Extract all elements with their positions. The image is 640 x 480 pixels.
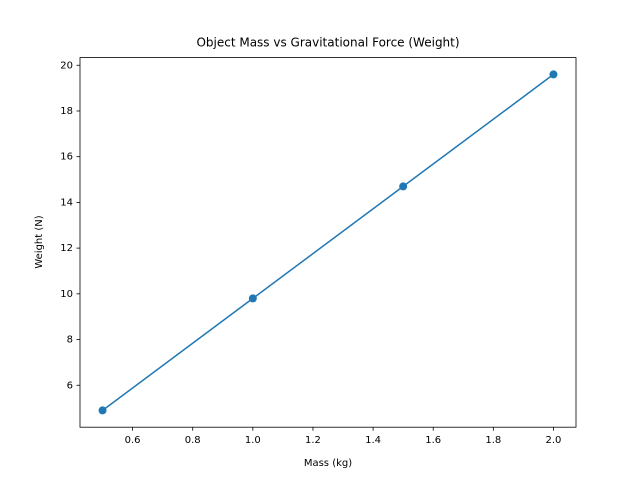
y-tick-label: 12 [60,243,73,254]
y-tick-label: 14 [60,197,73,208]
y-axis-label: Weight (N) [34,215,45,268]
x-tick-label: 1.0 [245,435,261,446]
x-tick-label: 1.2 [305,435,321,446]
y-tick-label: 10 [60,289,73,300]
plot-frame [79,57,577,428]
x-tick-label: 1.8 [485,435,501,446]
x-tick-label: 0.6 [125,435,141,446]
marker [248,294,257,303]
chart-title: Object Mass vs Gravitational Force (Weig… [196,36,459,50]
x-tick-label: 1.6 [425,435,441,446]
y-tick-label: 16 [60,152,73,163]
marker [98,406,107,415]
x-tick-label: 2.0 [546,435,562,446]
marker [549,70,558,79]
y-tick-label: 20 [60,60,73,71]
x-tick-label: 1.4 [365,435,381,446]
y-tick-label: 18 [60,106,73,117]
x-axis-label: Mass (kg) [304,458,352,469]
y-tick-label: 6 [67,380,73,391]
y-tick-label: 8 [67,335,73,346]
marker [399,182,408,191]
x-tick-label: 0.8 [185,435,201,446]
line [102,73,554,412]
